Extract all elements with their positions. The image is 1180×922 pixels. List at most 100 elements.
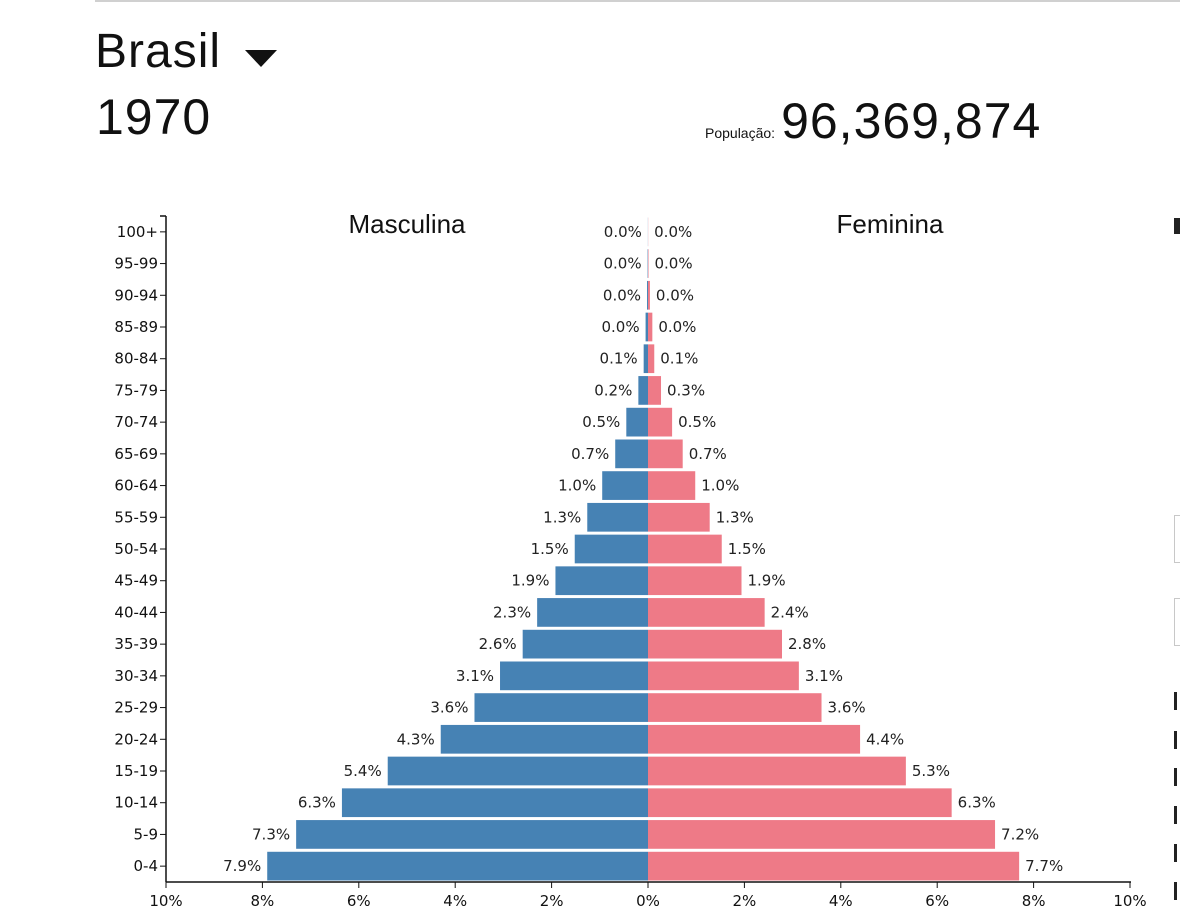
data-label-male: 0.5% bbox=[582, 413, 620, 431]
bar-female bbox=[648, 566, 742, 596]
x-tick-label: 2% bbox=[540, 892, 564, 910]
bar-male bbox=[296, 820, 648, 849]
y-tick-label: 45-49 bbox=[114, 572, 158, 590]
bar-male bbox=[587, 502, 648, 532]
edge-link bbox=[1174, 806, 1177, 824]
y-tick-label: 35-39 bbox=[114, 635, 158, 653]
bar-male bbox=[440, 724, 648, 754]
y-tick-label: 100+ bbox=[117, 223, 158, 241]
bar-male bbox=[341, 788, 648, 818]
data-label-male: 0.0% bbox=[603, 286, 641, 304]
x-tick-label: 10% bbox=[149, 892, 182, 910]
bar-male bbox=[574, 534, 648, 564]
bar-female bbox=[648, 851, 1020, 881]
edge-control bbox=[1174, 515, 1180, 563]
edge-link bbox=[1174, 882, 1177, 900]
bar-female bbox=[648, 471, 696, 500]
country-name: Brasil bbox=[95, 25, 222, 78]
data-label-female: 0.3% bbox=[667, 381, 705, 399]
x-tick-label: 10% bbox=[1113, 892, 1146, 910]
data-label-female: 1.3% bbox=[716, 508, 754, 526]
bar-female bbox=[648, 439, 683, 469]
edge-link bbox=[1174, 844, 1177, 862]
bar-female bbox=[648, 280, 650, 310]
data-label-female: 0.0% bbox=[656, 286, 694, 304]
data-label-male: 3.1% bbox=[456, 667, 494, 685]
y-tick-label: 70-74 bbox=[114, 413, 158, 431]
bar-female bbox=[648, 502, 710, 532]
data-label-female: 0.0% bbox=[654, 223, 692, 241]
y-tick-label: 0-4 bbox=[134, 857, 159, 875]
data-label-female: 0.7% bbox=[689, 445, 727, 463]
data-label-female: 0.5% bbox=[678, 413, 716, 431]
bar-male bbox=[537, 598, 648, 627]
data-label-female: 6.3% bbox=[958, 794, 996, 812]
data-label-male: 5.4% bbox=[344, 762, 382, 780]
y-tick-label: 10-14 bbox=[114, 794, 158, 812]
country-selector[interactable]: Brasil bbox=[95, 24, 278, 80]
data-label-female: 2.8% bbox=[788, 635, 826, 653]
bar-male bbox=[555, 566, 648, 596]
data-label-female: 3.1% bbox=[805, 667, 843, 685]
y-tick-label: 65-69 bbox=[114, 445, 158, 463]
data-label-female: 3.6% bbox=[828, 699, 866, 717]
data-label-male: 0.0% bbox=[601, 318, 639, 336]
bar-male bbox=[387, 756, 648, 786]
x-tick-label: 2% bbox=[733, 892, 757, 910]
data-label-male: 0.0% bbox=[604, 255, 642, 273]
y-tick-label: 80-84 bbox=[114, 350, 158, 368]
bar-male bbox=[602, 471, 648, 500]
data-label-female: 7.7% bbox=[1025, 857, 1063, 875]
edge-fragment bbox=[1174, 218, 1180, 234]
data-label-male: 7.9% bbox=[223, 857, 261, 875]
top-divider bbox=[95, 0, 1180, 2]
bar-female bbox=[648, 598, 765, 627]
data-label-male: 1.5% bbox=[531, 540, 569, 558]
data-label-female: 5.3% bbox=[912, 762, 950, 780]
y-tick-label: 30-34 bbox=[114, 667, 158, 685]
data-label-female: 7.2% bbox=[1001, 825, 1039, 843]
bar-female bbox=[648, 820, 996, 849]
y-tick-label: 25-29 bbox=[114, 699, 158, 717]
data-label-male: 1.0% bbox=[558, 477, 596, 495]
data-label-female: 4.4% bbox=[866, 730, 904, 748]
bar-male bbox=[626, 407, 648, 437]
y-tick-label: 95-99 bbox=[114, 255, 158, 273]
data-label-male: 0.2% bbox=[594, 381, 632, 399]
bar-female bbox=[648, 344, 655, 374]
series-label-feminina: Feminina bbox=[837, 209, 944, 239]
y-tick-label: 90-94 bbox=[114, 286, 158, 304]
data-label-male: 7.3% bbox=[252, 825, 290, 843]
x-tick-label: 6% bbox=[925, 892, 949, 910]
data-label-female: 1.0% bbox=[701, 477, 739, 495]
series-label-masculina: Masculina bbox=[348, 209, 466, 239]
data-label-male: 2.3% bbox=[493, 603, 531, 621]
bar-male bbox=[615, 439, 648, 469]
bar-female bbox=[648, 693, 822, 722]
population-label: População: bbox=[705, 125, 776, 141]
year-label: 1970 bbox=[96, 89, 212, 145]
data-label-male: 2.6% bbox=[479, 635, 517, 653]
x-tick-label: 4% bbox=[829, 892, 853, 910]
bar-male bbox=[643, 344, 648, 374]
data-label-male: 0.1% bbox=[600, 350, 638, 368]
x-tick-label: 8% bbox=[251, 892, 275, 910]
bar-female bbox=[648, 534, 722, 564]
data-label-male: 1.3% bbox=[543, 508, 581, 526]
x-tick-label: 6% bbox=[347, 892, 371, 910]
y-tick-label: 85-89 bbox=[114, 318, 158, 336]
x-tick-label: 4% bbox=[443, 892, 467, 910]
bar-male bbox=[474, 693, 648, 722]
data-label-male: 0.0% bbox=[604, 223, 642, 241]
y-tick-label: 15-19 bbox=[114, 762, 158, 780]
data-label-female: 1.5% bbox=[728, 540, 766, 558]
bar-male bbox=[638, 376, 648, 405]
bar-female bbox=[648, 661, 799, 691]
caret-down-icon bbox=[245, 49, 278, 67]
bar-female bbox=[648, 724, 861, 754]
edge-link bbox=[1174, 731, 1177, 749]
bar-male bbox=[267, 851, 648, 881]
bar-female bbox=[648, 756, 906, 786]
y-tick-label: 60-64 bbox=[114, 477, 158, 495]
